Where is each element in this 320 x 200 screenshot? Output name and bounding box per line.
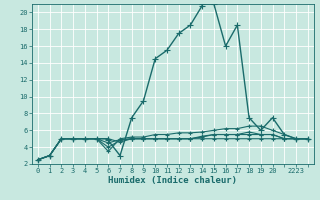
X-axis label: Humidex (Indice chaleur): Humidex (Indice chaleur) bbox=[108, 176, 237, 185]
